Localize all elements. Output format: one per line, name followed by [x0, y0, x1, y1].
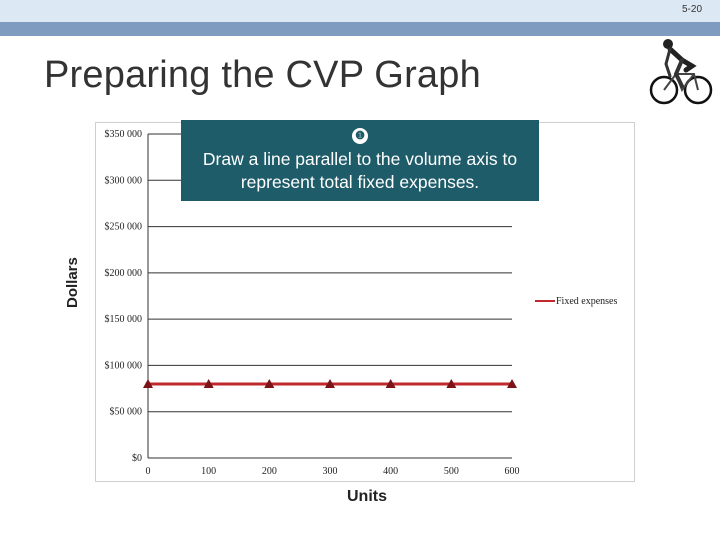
data-point-marker [264, 378, 275, 388]
legend-swatch [535, 300, 555, 302]
x-tick-label: 500 [444, 466, 459, 477]
data-point-marker [385, 378, 396, 388]
callout-box: ❶ Draw a line parallel to the volume axi… [181, 120, 539, 201]
x-tick-label: 300 [323, 466, 338, 477]
page-number: 5-20 [681, 4, 702, 15]
data-point-marker [143, 378, 153, 388]
x-axis-label: Units [347, 488, 387, 505]
cyclist-icon [649, 39, 713, 105]
data-point-marker [507, 378, 517, 388]
y-tick-label: $150 000 [105, 314, 143, 325]
data-point-marker [203, 378, 214, 388]
y-tick-label: $200 000 [105, 268, 143, 279]
legend-label: Fixed expenses [556, 296, 618, 307]
y-tick-label: $350 000 [105, 129, 143, 140]
data-point-marker [446, 378, 457, 388]
callout-text: Draw a line parallel to the volume axis … [202, 149, 518, 192]
x-tick-label: 600 [505, 466, 520, 477]
x-tick-label: 200 [262, 466, 277, 477]
x-tick-label: 400 [383, 466, 398, 477]
top-band [0, 0, 720, 36]
x-tick-label: 0 [146, 466, 151, 477]
y-tick-label: $0 [132, 453, 142, 464]
slide-title: Preparing the CVP Graph [44, 54, 481, 96]
y-tick-label: $250 000 [105, 222, 143, 233]
callout-step-badge: ❶ [352, 128, 368, 144]
y-axis-label: Dollars [64, 257, 81, 308]
y-tick-label: $50 000 [110, 407, 143, 418]
y-tick-label: $100 000 [105, 360, 143, 371]
y-tick-label: $300 000 [105, 175, 143, 186]
x-tick-label: 100 [201, 466, 216, 477]
data-point-marker [325, 378, 335, 388]
